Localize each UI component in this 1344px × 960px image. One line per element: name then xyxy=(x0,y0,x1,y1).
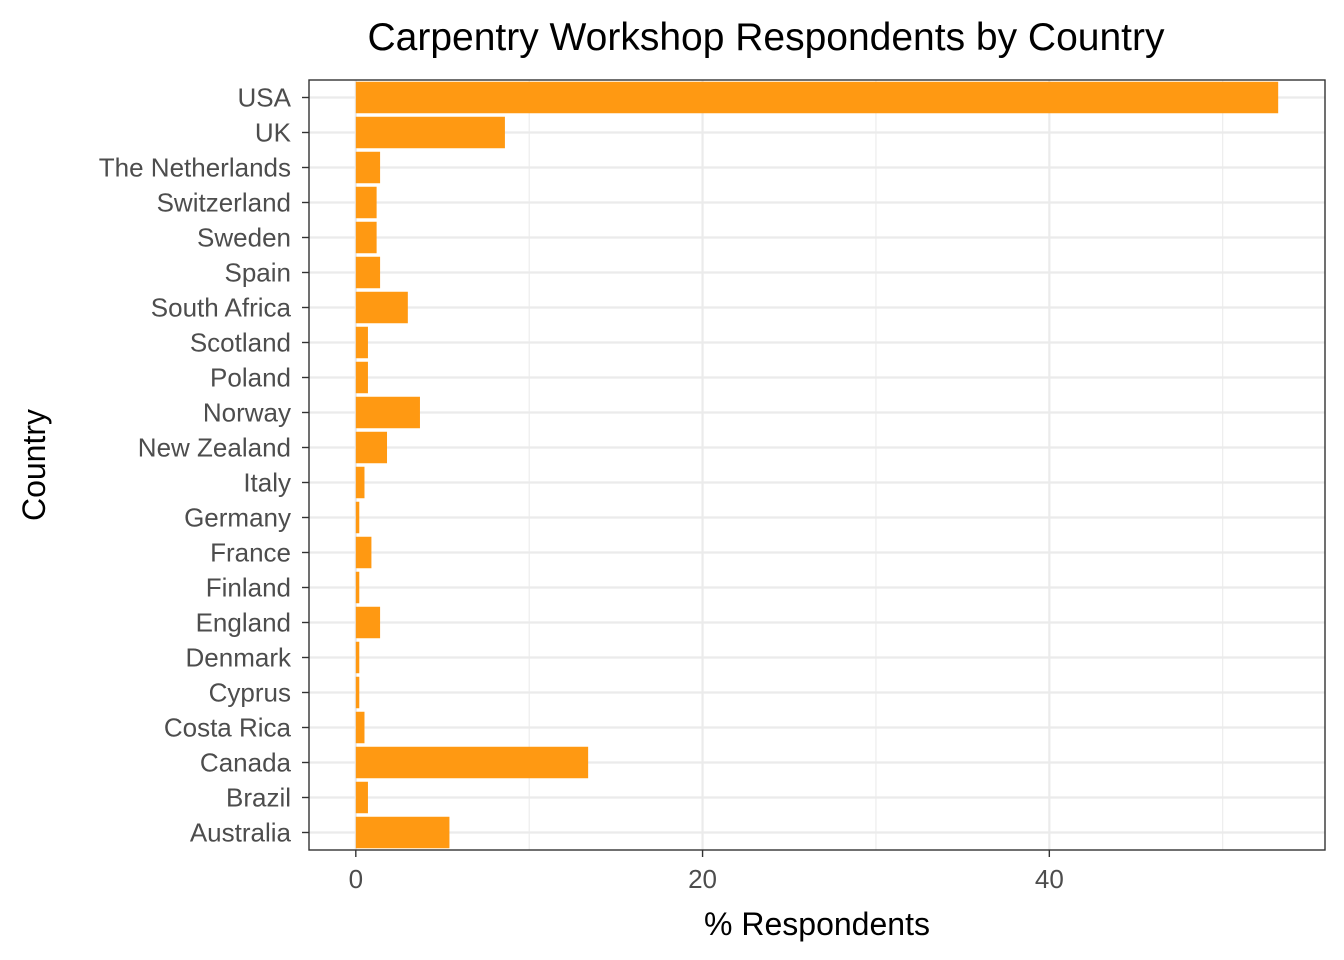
y-tick-label: Spain xyxy=(225,258,292,288)
bar-poland xyxy=(355,361,368,394)
y-tick-label: Norway xyxy=(203,398,291,428)
y-tick-label: New Zealand xyxy=(138,433,291,463)
x-tick-label: 40 xyxy=(1035,864,1064,894)
chart-title: Carpentry Workshop Respondents by Countr… xyxy=(367,16,1165,59)
y-tick-label: Australia xyxy=(190,818,292,848)
bar-spain xyxy=(355,256,381,289)
y-tick-label: Canada xyxy=(200,748,292,778)
bar-switzerland xyxy=(355,186,377,219)
bar-canada xyxy=(355,746,589,779)
y-tick-label: France xyxy=(210,538,291,568)
bar-england xyxy=(355,606,381,639)
y-tick-label: Scotland xyxy=(190,328,291,358)
bar-cyprus xyxy=(355,676,360,709)
bar-brazil xyxy=(355,781,368,814)
y-tick-label: Poland xyxy=(210,363,291,393)
y-tick-label: Germany xyxy=(184,503,291,533)
axes: Australia Brazil Canada Costa Rica Cyprus Den… xyxy=(99,83,1064,895)
bar-the-netherlands xyxy=(355,151,381,184)
x-tick-label: 20 xyxy=(688,864,717,894)
grid-lines xyxy=(309,80,1325,850)
bar-italy xyxy=(355,466,365,499)
bars xyxy=(355,81,1279,849)
y-tick-label: South Africa xyxy=(151,293,292,323)
y-tick-label: Finland xyxy=(206,573,291,603)
bar-australia xyxy=(355,816,450,849)
y-tick-label: UK xyxy=(255,118,292,148)
y-tick-label: Italy xyxy=(243,468,291,498)
x-axis-title: % Respondents xyxy=(704,906,930,942)
bar-uk xyxy=(355,116,505,149)
y-tick-label: England xyxy=(196,608,291,638)
y-tick-label: Switzerland xyxy=(157,188,291,218)
bar-denmark xyxy=(355,641,360,674)
bar-usa xyxy=(355,81,1279,114)
plot-border xyxy=(308,79,1326,851)
y-tick-label: Cyprus xyxy=(209,678,291,708)
y-tick-label: Denmark xyxy=(186,643,292,673)
y-axis-title: Country xyxy=(16,409,52,521)
bar-sweden xyxy=(355,221,377,254)
plot-background xyxy=(309,80,1325,850)
y-tick-label: The Netherlands xyxy=(99,153,291,183)
bar-france xyxy=(355,536,372,569)
y-tick-label: Costa Rica xyxy=(164,713,292,743)
y-tick-label: USA xyxy=(238,83,292,113)
x-tick-label: 0 xyxy=(349,864,363,894)
bar-norway xyxy=(355,396,420,429)
bar-germany xyxy=(355,501,360,534)
bar-costa-rica xyxy=(355,711,365,744)
bar-scotland xyxy=(355,326,368,359)
y-tick-label: Brazil xyxy=(226,783,291,813)
bar-south-africa xyxy=(355,291,408,324)
bar-finland xyxy=(355,571,360,604)
y-tick-label: Sweden xyxy=(197,223,291,253)
bar-new-zealand xyxy=(355,431,388,464)
